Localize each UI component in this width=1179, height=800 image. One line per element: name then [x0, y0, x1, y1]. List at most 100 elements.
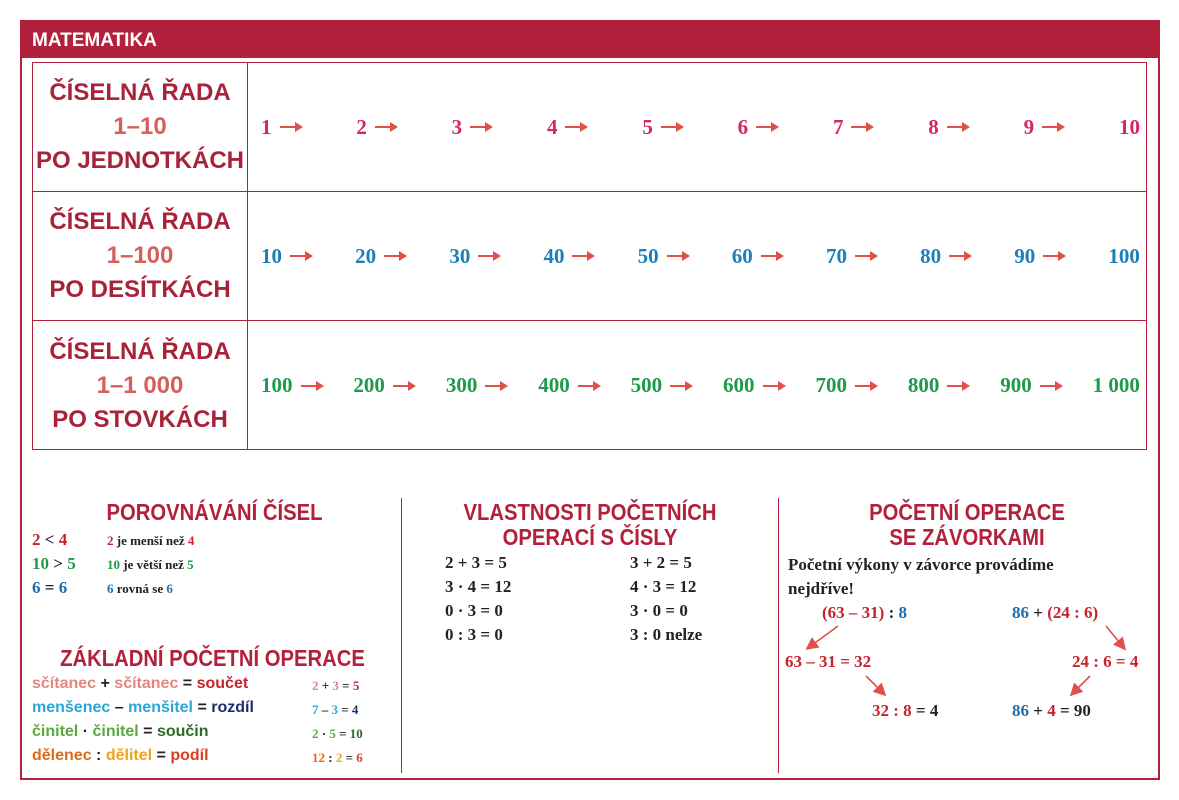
number-item: 800 — [908, 373, 972, 398]
sequence-row: ČÍSELNÁ ŘADA 1–10 PO JEDNOTKÁCH 1 2 3 4 5 6 7 8 9 10 — [33, 63, 1146, 192]
terms: dělenec : dělitel = podíl — [32, 747, 209, 765]
equation: 3 : 0 nelze — [630, 625, 703, 644]
number: 900 — [1000, 373, 1032, 397]
arrow — [760, 251, 784, 261]
term: dělitel — [105, 747, 153, 764]
example-part: = — [339, 726, 347, 741]
desc-part: je menší než — [116, 533, 185, 548]
expr-part: < — [44, 530, 55, 549]
expr-part: 10 — [32, 554, 49, 573]
description: 10 je větší než 5 — [107, 557, 194, 573]
number-item: 500 — [631, 373, 695, 398]
number: 10 — [261, 243, 282, 268]
desc-part: 2 — [107, 533, 114, 548]
equation: 0 · 3 = 0 — [445, 601, 503, 620]
number: 800 — [907, 373, 940, 397]
number-item: 5 — [642, 115, 685, 140]
sequence-row: ČÍSELNÁ ŘADA 1–1 000 PO STOVKÁCH 100 200 300 4… — [33, 321, 1146, 450]
term: + — [100, 675, 110, 692]
label-line: 1–100 — [106, 242, 174, 269]
arrow — [478, 251, 502, 261]
title-line: SE ZÁVORKAMI — [889, 524, 1045, 550]
example-part: 12 — [312, 750, 325, 765]
properties: 2 + 3 = 5 3 + 2 = 5 3 · 4 = 12 4 · 3 = 12 0 … — [445, 553, 765, 649]
number: 2 — [356, 114, 367, 139]
number: 5 — [642, 114, 653, 139]
example-part: 4 — [351, 702, 359, 717]
term: = — [197, 699, 207, 716]
bracket-expression: 32 : 8 = 4 — [872, 701, 938, 721]
terms: činitel · činitel = součin — [32, 723, 209, 741]
number: 10 — [1118, 114, 1140, 139]
divider — [401, 498, 402, 773]
term: – — [114, 699, 124, 716]
desc-part: je větší než — [123, 557, 184, 572]
arrow — [851, 122, 875, 132]
example-part: 6 — [356, 750, 363, 765]
label-line: 1–1 000 — [96, 371, 184, 399]
number: 700 — [815, 373, 847, 397]
example: 2 · 5 = 10 — [312, 726, 363, 742]
operation-row: sčítanec + sčítanec = součet 2 + 3 = 5 — [32, 675, 372, 699]
number-item: 1 000 — [1093, 373, 1140, 398]
header: MATEMATIKA — [22, 22, 1158, 58]
section-title: POČETNÍ OPERACE SE ZÁVORKAMI — [804, 500, 1130, 550]
arrow — [279, 122, 303, 132]
expr-part: 86 — [1012, 603, 1029, 622]
label-line: PO STOVKÁCH — [52, 405, 228, 433]
number: 20 — [355, 243, 377, 268]
term: sčítanec — [114, 675, 179, 692]
arrow — [572, 251, 596, 261]
example: 7 – 3 = 4 — [312, 702, 358, 718]
number: 300 — [445, 373, 478, 397]
arrow — [1039, 380, 1063, 391]
note: Početní výkony v závorce provádíme nejdř… — [788, 555, 1054, 598]
number-item: 6 — [738, 115, 781, 140]
equation: 4 · 3 = 12 — [630, 577, 697, 596]
number-item: 7 — [833, 115, 876, 140]
number-item: 20 — [355, 244, 408, 269]
arrow — [854, 380, 878, 391]
number-item: 700 — [815, 373, 879, 398]
term: = — [156, 747, 166, 764]
arrow — [300, 380, 324, 391]
arrow — [946, 122, 970, 132]
example-part: 5 — [329, 726, 336, 741]
example-part: 3 — [332, 678, 339, 693]
number-item: 3 — [452, 115, 495, 140]
desc-part: 10 — [107, 557, 120, 572]
bracket-expression: 86 + 4 = 90 — [1012, 701, 1091, 721]
number-item: 100 — [1108, 244, 1140, 269]
expr-part: : — [888, 603, 895, 622]
term: menšenec — [32, 699, 111, 716]
number: 50 — [637, 243, 659, 268]
operation-row: činitel · činitel = součin 2 · 5 = 10 — [32, 723, 372, 747]
operation-row: menšenec – menšitel = rozdíl 7 – 3 = 4 — [32, 699, 372, 723]
example-part: : — [328, 750, 333, 765]
property-row: 0 · 3 = 0 3 · 0 = 0 — [445, 601, 765, 625]
number: 6 — [737, 114, 749, 139]
arrow — [470, 122, 494, 132]
expr-part: (24 : 6) — [1047, 603, 1099, 622]
equation: 3 + 2 = 5 — [630, 553, 692, 572]
label-line: 1–10 — [113, 113, 167, 140]
arrow — [670, 380, 694, 391]
number: 4 — [546, 114, 558, 139]
description: 6 rovná se 6 — [107, 581, 173, 597]
expr-part: (63 – 31) — [822, 603, 885, 622]
number: 500 — [630, 373, 663, 397]
expr-part: 32 : 8 — [872, 701, 912, 720]
label-line: PO JEDNOTKÁCH — [35, 147, 245, 174]
row-label: ČÍSELNÁ ŘADA 1–10 PO JEDNOTKÁCH — [33, 63, 248, 191]
expr-part: 2 — [32, 530, 41, 549]
arrow — [762, 380, 786, 391]
arrow — [577, 380, 601, 391]
term: součet — [196, 675, 249, 692]
desc-part: 6 — [166, 581, 173, 596]
label-line: PO DESÍTKÁCH — [49, 276, 231, 303]
example-part: = — [341, 702, 349, 717]
example-part: 7 — [312, 702, 319, 717]
